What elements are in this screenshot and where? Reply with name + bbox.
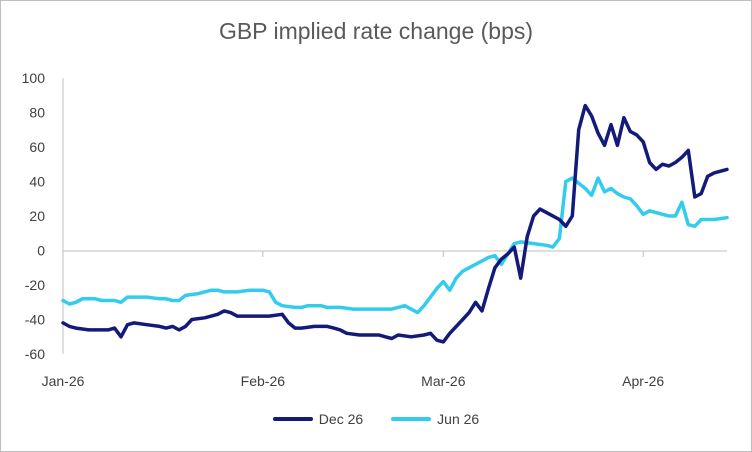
y-tick-label: 0 [37, 243, 45, 259]
y-tick-label: -20 [25, 277, 45, 293]
y-axis: 100 80 60 40 20 0 -20 -40 -60 [22, 70, 64, 362]
y-tick-label: 20 [29, 208, 45, 224]
y-tick-label: -40 [25, 312, 45, 328]
legend-label-jun26: Jun 26 [437, 411, 480, 427]
legend: Dec 26 Jun 26 [0, 411, 752, 427]
x-tick-label: Apr-26 [622, 373, 664, 389]
chart-title: GBP implied rate change (bps) [218, 18, 534, 44]
y-tick-label: 40 [29, 174, 45, 190]
legend-item-jun26: Jun 26 [391, 411, 479, 427]
legend-swatch-jun26 [391, 417, 432, 421]
series-group [61, 103, 729, 344]
y-tick-label: 80 [29, 105, 45, 121]
x-axis: Jan-26 Feb-26 Mar-26 Apr-26 [42, 250, 727, 389]
y-tick-label: -60 [25, 346, 45, 362]
legend-swatch-dec26 [272, 417, 313, 421]
legend-label-dec26: Dec 26 [318, 411, 364, 427]
series-line-dec-26 [61, 103, 729, 344]
x-tick-label: Mar-26 [421, 373, 466, 389]
y-tick-label: 100 [22, 70, 46, 86]
x-tick-label: Feb-26 [241, 373, 286, 389]
series-line-jun-26 [61, 176, 729, 315]
legend-item-dec26: Dec 26 [272, 411, 364, 427]
x-tick-label: Jan-26 [42, 373, 85, 389]
y-tick-label: 60 [29, 139, 45, 155]
